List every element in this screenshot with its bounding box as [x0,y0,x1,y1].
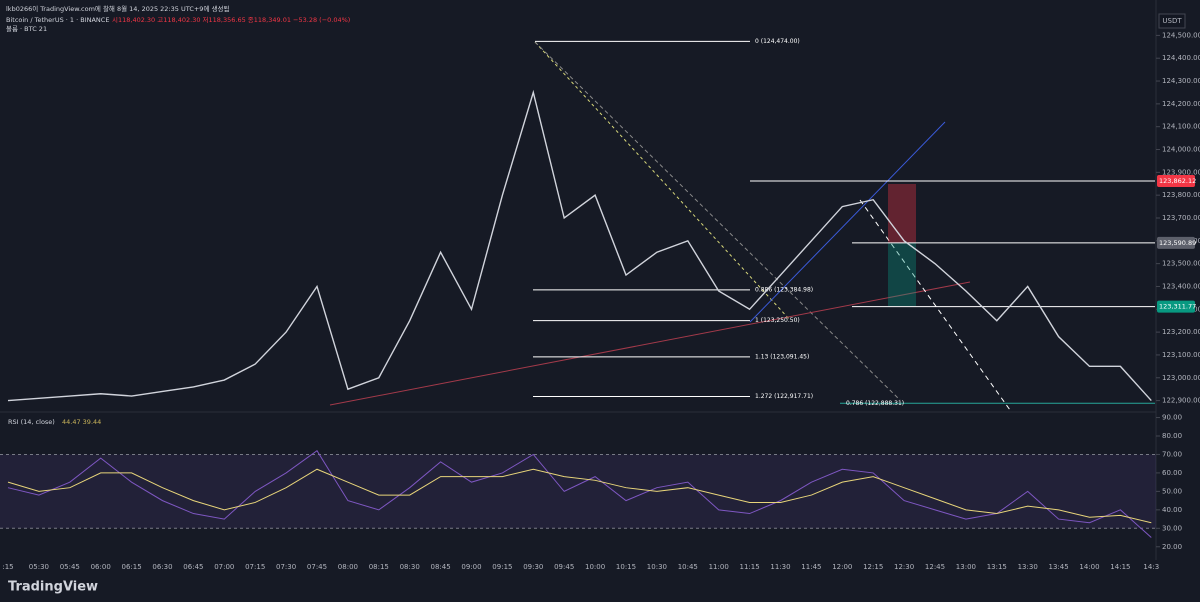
trend-line [859,199,1011,411]
x-tick-label: 14:00 [1079,563,1099,571]
x-tick-label: 06:15 [122,563,142,571]
y-tick-label: 124,500.00 [1162,31,1200,39]
x-tick-label: 06:30 [152,563,172,571]
x-tick-label: 11:45 [801,563,821,571]
y-tick-label: 123,000.00 [1162,374,1200,382]
trend-line [534,41,901,401]
x-tick-label: 12:30 [894,563,914,571]
ohlc: 시118,402.30 고118,402.30 저118,356.65 종118… [112,15,350,24]
short-target [888,243,916,306]
x-tick-label: 07:30 [276,563,296,571]
x-tick-label: 10:00 [585,563,605,571]
rsi-line [7,468,1152,524]
watermark: lkb0266이 TradingView.com에 찰해 8월 14, 2025… [6,4,229,13]
x-tick-label: 13:15 [987,563,1007,571]
x-tick-label: 10:30 [647,563,667,571]
price-tag-label: 123,862.12 [1159,177,1196,185]
y-tick-label: 40.00 [1162,506,1182,514]
y-tick-label: 124,300.00 [1162,77,1200,85]
x-tick-label: 06:00 [91,563,111,571]
x-tick-label: 13:00 [956,563,976,571]
x-tick-label: 08:15 [369,563,389,571]
fib-label: 0 (124,474.00) [755,38,800,45]
y-tick-label: 122,900.00 [1162,397,1200,405]
price-tag-label: 123,590.89 [1159,239,1196,247]
fib-label: 1 (123,250.50) [755,317,800,324]
price-tag [1157,300,1195,313]
x-tick-label: 09:45 [554,563,574,571]
y-tick-label: 124,400.00 [1162,54,1200,62]
x-tick-label: :15 [2,563,13,571]
y-tick-label: 124,200.00 [1162,100,1200,108]
trend-line [534,41,791,321]
fib-label: 1.13 (123,091.45) [755,353,809,360]
x-tick-label: 12:15 [863,563,883,571]
rsi-band [0,454,1156,529]
x-tick-label: 10:45 [678,563,698,571]
trend-line [749,121,946,323]
symbol-title: Bitcoin / TetherUS · 1 · BINANCE [6,16,109,24]
x-tick-label: 09:30 [523,563,543,571]
fib-label: 0.886 (123,384.98) [755,286,813,293]
y-tick-label: 30.00 [1162,524,1182,532]
currency-box [1158,13,1186,29]
x-tick-label: 13:45 [1049,563,1069,571]
y-tick-label: 50.00 [1162,487,1182,495]
x-tick-label: 09:00 [461,563,481,571]
y-tick-label: 124,000.00 [1162,146,1200,154]
x-tick-label: 07:15 [245,563,265,571]
x-tick-label: 14:3 [1143,563,1159,571]
volume-label: 볼륨 · BTC 21 [6,24,47,33]
currency: USDT [1162,17,1182,25]
x-tick-label: 14:15 [1110,563,1130,571]
y-tick-label: 123,900.00 [1162,168,1200,176]
x-tick-label: 13:30 [1018,563,1038,571]
x-tick-label: 08:30 [400,563,420,571]
y-tick-label: 20.00 [1162,543,1182,551]
x-tick-label: 05:30 [29,563,49,571]
x-tick-label: 08:00 [338,563,358,571]
x-tick-label: 12:00 [832,563,852,571]
y-tick-label: 80.00 [1162,432,1182,440]
x-tick-label: 08:45 [431,563,451,571]
x-tick-label: 12:45 [925,563,945,571]
trend-line [329,281,971,406]
y-tick-label: 123,200.00 [1162,328,1200,336]
x-tick-label: 06:45 [183,563,203,571]
fib-label: 0.786 (122,888.31) [846,400,904,407]
x-tick-label: 11:15 [740,563,760,571]
footer-logo: TradingView [8,580,98,595]
price-line [7,89,1152,402]
y-tick-label: 124,100.00 [1162,123,1200,131]
x-tick-label: 05:45 [60,563,80,571]
y-tick-label: 123,500.00 [1162,260,1200,268]
price-tag [1157,174,1195,187]
y-tick-label: 70.00 [1162,450,1182,458]
x-tick-label: 09:15 [492,563,512,571]
x-tick-label: 07:00 [214,563,234,571]
y-tick-label: 123,700.00 [1162,214,1200,222]
y-tick-label: 123,800.00 [1162,191,1200,199]
y-tick-label: 90.00 [1162,414,1182,422]
x-tick-label: 07:45 [307,563,327,571]
x-tick-label: 11:00 [709,563,729,571]
x-tick-label: 10:15 [616,563,636,571]
fib-label: 1.272 (122,917.71) [755,393,813,400]
rsi-title: RSI (14, close) [8,418,55,426]
short-risk [888,184,916,243]
y-tick-label: 123,400.00 [1162,282,1200,290]
price-tag [1157,236,1195,249]
y-tick-label: 123,100.00 [1162,351,1200,359]
rsi-line [7,450,1152,538]
price-tag-label: 123,311.77 [1159,303,1196,311]
rsi-readout: 44.47 39.44 [62,418,101,426]
y-tick-label: 60.00 [1162,469,1182,477]
x-tick-label: 11:30 [770,563,790,571]
